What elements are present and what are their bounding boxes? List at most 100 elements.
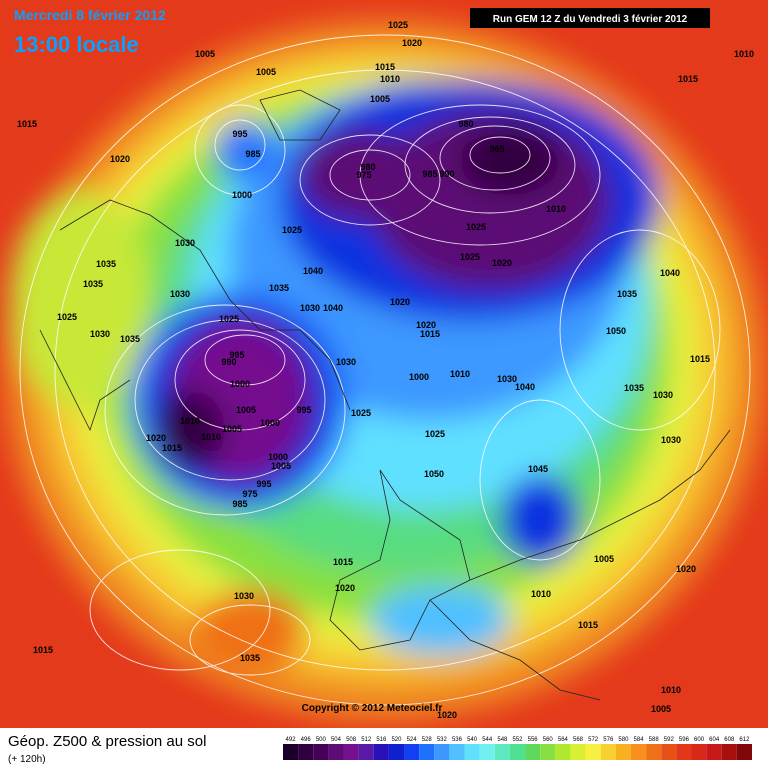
pressure-label: 1010 xyxy=(661,685,681,695)
pressure-label: 1020 xyxy=(402,38,422,48)
pressure-label: 1015 xyxy=(690,354,710,364)
pressure-label: 1000 xyxy=(268,452,288,462)
pressure-label: 995 xyxy=(229,350,244,360)
pressure-label: 985 xyxy=(422,169,437,179)
run-label: Run GEM 12 Z du Vendredi 3 février 2012 xyxy=(493,14,688,25)
legend-swatch xyxy=(706,744,722,760)
pressure-label: 965 xyxy=(489,144,504,154)
pressure-label: 1040 xyxy=(323,303,343,313)
pressure-label: 1010 xyxy=(531,589,551,599)
legend-swatch xyxy=(419,744,435,760)
legend-swatch xyxy=(313,744,329,760)
footer-title: Géop. Z500 & pression au sol xyxy=(8,733,206,750)
legend-swatch xyxy=(630,744,647,760)
pressure-label: 1020 xyxy=(676,564,696,574)
pressure-label: 1015 xyxy=(678,74,698,84)
pressure-label: 990 xyxy=(439,169,454,179)
legend-label: 572 xyxy=(588,737,599,743)
pressure-label: 1035 xyxy=(269,283,289,293)
geopotential-field xyxy=(5,20,765,720)
legend-label: 560 xyxy=(543,737,554,743)
pressure-label: 1020 xyxy=(335,583,355,593)
forecast-date: Mercredi 8 février 2012 xyxy=(14,7,166,23)
pressure-label: 1010 xyxy=(546,204,566,214)
pressure-label: 1015 xyxy=(420,329,440,339)
pressure-label: 1020 xyxy=(110,154,130,164)
legend-label: 564 xyxy=(558,737,569,743)
legend-label: 568 xyxy=(573,737,584,743)
pressure-label: 1030 xyxy=(497,374,517,384)
pressure-label: 980 xyxy=(458,119,473,129)
pressure-label: 1000 xyxy=(232,190,252,200)
legend-swatch xyxy=(540,744,556,760)
pressure-label: 1005 xyxy=(651,704,671,714)
pressure-label: 1030 xyxy=(661,435,681,445)
pressure-label: 1040 xyxy=(660,268,680,278)
pressure-label: 1025 xyxy=(425,429,445,439)
legend-swatch xyxy=(328,744,344,760)
pressure-label: 985 xyxy=(245,149,260,159)
pressure-label: 1015 xyxy=(17,119,37,129)
pressure-label: 1035 xyxy=(624,383,644,393)
legend-swatch xyxy=(721,744,737,760)
legend-label: 492 xyxy=(286,737,297,743)
isobars xyxy=(19,34,751,706)
pressure-label: 995 xyxy=(296,405,311,415)
legend-swatch xyxy=(298,744,314,760)
pressure-label: 1025 xyxy=(57,312,77,322)
pressure-label: 1000 xyxy=(409,372,429,382)
legend-label: 536 xyxy=(452,737,463,743)
legend-swatch xyxy=(570,744,586,760)
pressure-label: 1025 xyxy=(219,314,239,324)
pressure-label: 1040 xyxy=(303,266,323,276)
legend-label: 596 xyxy=(679,737,690,743)
legend-swatch xyxy=(434,744,450,760)
legend-label: 500 xyxy=(316,737,327,743)
pressure-label: 1035 xyxy=(240,653,260,663)
pressure-label: 1005 xyxy=(370,94,390,104)
pressure-label: 1015 xyxy=(162,443,182,453)
legend-swatch xyxy=(615,744,631,760)
legend-label: 548 xyxy=(497,737,508,743)
legend-swatch xyxy=(373,744,389,760)
pressure-label: 1025 xyxy=(351,408,371,418)
legend-label: 512 xyxy=(361,737,372,743)
pressure-label: 975 xyxy=(356,170,371,180)
pressure-label: 1020 xyxy=(492,258,512,268)
pressure-label: 1005 xyxy=(195,49,215,59)
pressure-label: 995 xyxy=(232,129,247,139)
pressure-label: 1025 xyxy=(466,222,486,232)
pressure-label: 1030 xyxy=(90,329,110,339)
legend-swatch xyxy=(525,744,541,760)
pressure-label: 1030 xyxy=(336,357,356,367)
pressure-label: 1015 xyxy=(333,557,353,567)
pressure-label: 1040 xyxy=(515,382,535,392)
legend-swatch xyxy=(509,744,526,760)
pressure-label: 1020 xyxy=(390,297,410,307)
legend-label: 580 xyxy=(618,737,629,743)
legend-label: 576 xyxy=(603,737,614,743)
pressure-label: 1005 xyxy=(256,67,276,77)
legend-label: 544 xyxy=(482,737,493,743)
pressure-label: 1030 xyxy=(300,303,320,313)
run-box xyxy=(470,8,710,28)
legend-label: 532 xyxy=(437,737,448,743)
legend-label: 556 xyxy=(528,737,539,743)
pressure-label: 980 xyxy=(360,162,375,172)
pressure-label: 1010 xyxy=(734,49,754,59)
pressure-label: 1025 xyxy=(460,252,480,262)
pressure-label: 1010 xyxy=(180,416,200,426)
pressure-label: 1005 xyxy=(236,405,256,415)
legend-swatch xyxy=(555,744,571,760)
pressure-label: 1015 xyxy=(33,645,53,655)
pressure-label: 1035 xyxy=(120,334,140,344)
legend-label: 600 xyxy=(694,737,705,743)
legend-swatch xyxy=(736,744,752,760)
pressure-label: 1025 xyxy=(388,20,408,30)
forecast-time: 13:00 locale xyxy=(14,32,139,57)
pressure-label: 1020 xyxy=(146,433,166,443)
pressure-label: 1030 xyxy=(175,238,195,248)
pressure-label: 985 xyxy=(232,499,247,509)
legend-swatch xyxy=(600,744,616,760)
